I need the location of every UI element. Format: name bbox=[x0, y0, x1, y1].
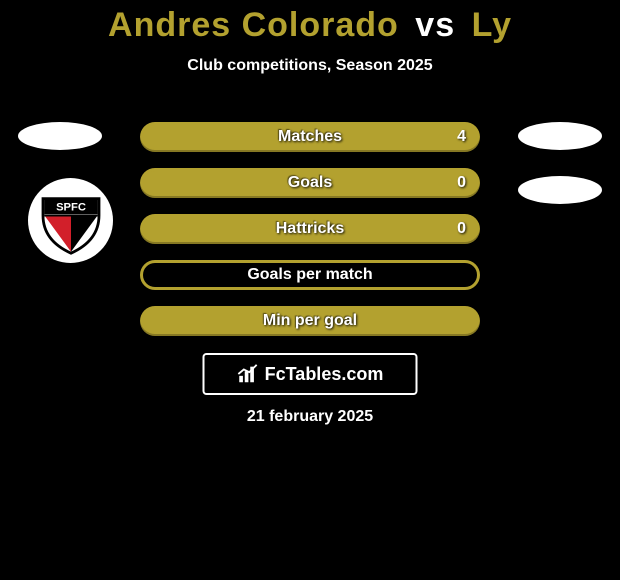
bar-chart-icon bbox=[237, 363, 259, 385]
player2-avatar bbox=[518, 122, 602, 150]
bar-label: Min per goal bbox=[140, 312, 480, 330]
bar-value: 0 bbox=[457, 174, 466, 192]
bar-min-per-goal: Min per goal bbox=[140, 306, 480, 336]
bar-goals-per-match: Goals per match bbox=[140, 260, 480, 290]
club-badge-icon: SPFC bbox=[36, 186, 106, 256]
subtitle: Club competitions, Season 2025 bbox=[0, 57, 620, 75]
footer-date: 21 february 2025 bbox=[0, 408, 620, 426]
bar-hattricks: Hattricks 0 bbox=[140, 214, 480, 244]
bar-label: Hattricks bbox=[140, 220, 480, 238]
player1-name: Andres Colorado bbox=[108, 6, 399, 44]
club-badge: SPFC bbox=[28, 178, 113, 263]
branding-text: FcTables.com bbox=[265, 364, 384, 385]
player2-name: Ly bbox=[472, 6, 512, 44]
bar-matches: Matches 4 bbox=[140, 122, 480, 152]
comparison-title: Andres Colorado vs Ly bbox=[0, 0, 620, 45]
bar-label: Goals bbox=[140, 174, 480, 192]
bar-label: Matches bbox=[140, 128, 480, 146]
bar-goals: Goals 0 bbox=[140, 168, 480, 198]
bar-value: 0 bbox=[457, 220, 466, 238]
player2-avatar-secondary bbox=[518, 176, 602, 204]
branding-box: FcTables.com bbox=[203, 353, 418, 395]
club-badge-text: SPFC bbox=[56, 201, 86, 213]
player1-avatar bbox=[18, 122, 102, 150]
stat-bars: Matches 4 Goals 0 Hattricks 0 Goals per … bbox=[140, 122, 480, 352]
vs-text: vs bbox=[415, 6, 455, 44]
bar-value: 4 bbox=[457, 128, 466, 146]
bar-label: Goals per match bbox=[143, 266, 477, 284]
